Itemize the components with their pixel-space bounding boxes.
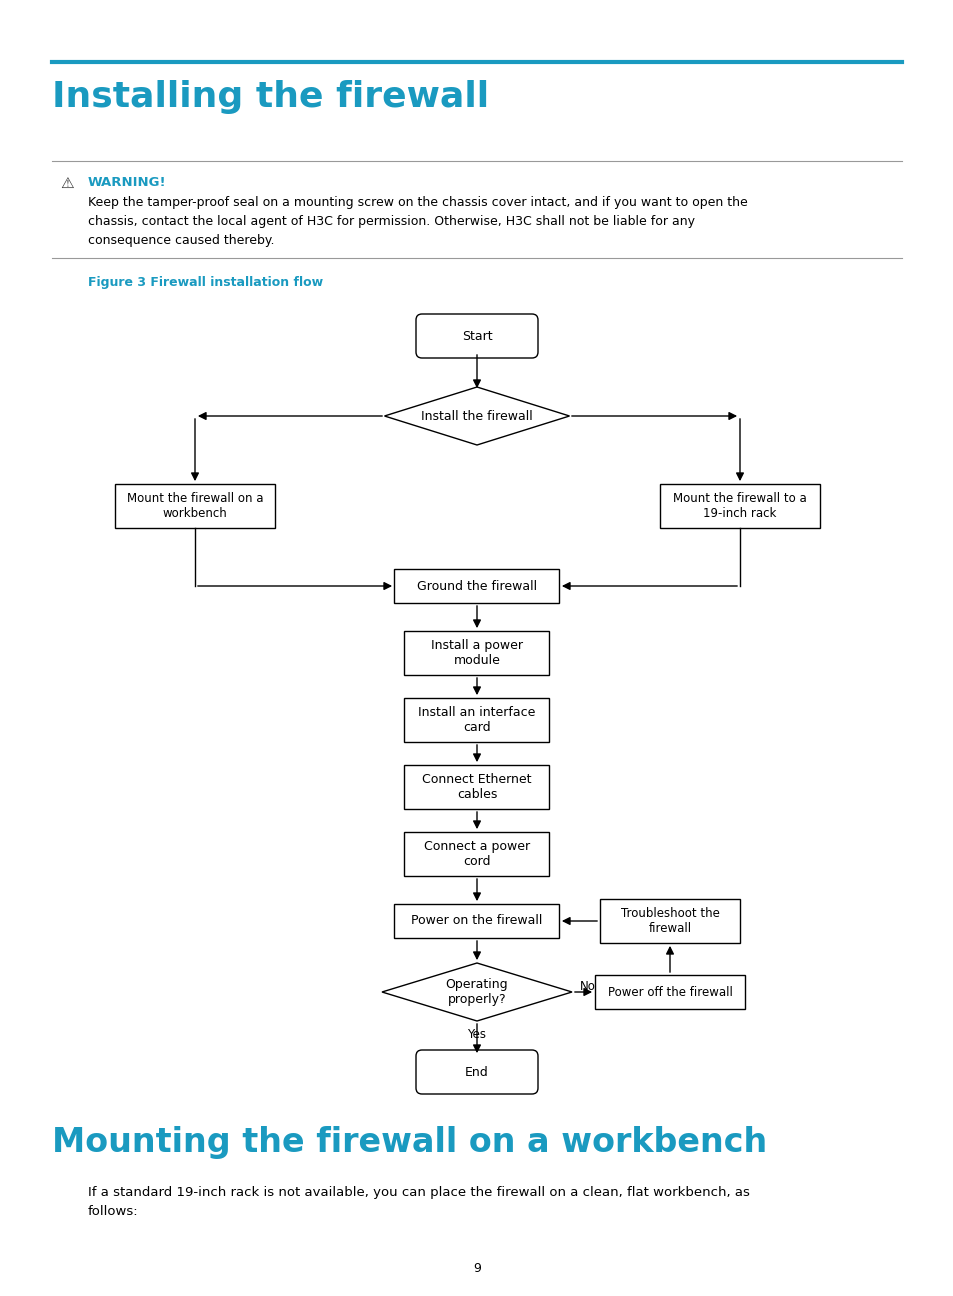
Text: Ground the firewall: Ground the firewall (416, 579, 537, 592)
Text: Figure 3 Firewall installation flow: Figure 3 Firewall installation flow (88, 276, 323, 289)
Text: Connect a power
cord: Connect a power cord (423, 840, 530, 868)
FancyBboxPatch shape (404, 832, 549, 876)
Text: Install an interface
card: Install an interface card (417, 706, 536, 734)
Text: End: End (465, 1065, 488, 1078)
Text: Connect Ethernet
cables: Connect Ethernet cables (422, 772, 531, 801)
Text: Power off the firewall: Power off the firewall (607, 985, 732, 998)
Text: Mounting the firewall on a workbench: Mounting the firewall on a workbench (52, 1126, 766, 1159)
Text: Start: Start (461, 329, 492, 342)
FancyBboxPatch shape (659, 483, 820, 527)
Text: Install a power
module: Install a power module (431, 639, 522, 667)
FancyBboxPatch shape (416, 314, 537, 358)
Text: Operating
properly?: Operating properly? (445, 978, 508, 1006)
Text: Mount the firewall to a
19-inch rack: Mount the firewall to a 19-inch rack (673, 492, 806, 520)
FancyBboxPatch shape (404, 631, 549, 675)
Text: Troubleshoot the
firewall: Troubleshoot the firewall (619, 907, 719, 934)
Text: Mount the firewall on a
workbench: Mount the firewall on a workbench (127, 492, 263, 520)
FancyBboxPatch shape (416, 1050, 537, 1094)
Text: ⚠: ⚠ (60, 176, 73, 191)
Text: Installing the firewall: Installing the firewall (52, 80, 489, 114)
Polygon shape (381, 963, 572, 1021)
Text: No: No (579, 981, 596, 994)
FancyBboxPatch shape (595, 975, 744, 1010)
FancyBboxPatch shape (395, 569, 558, 603)
Text: Keep the tamper-proof seal on a mounting screw on the chassis cover intact, and : Keep the tamper-proof seal on a mounting… (88, 196, 747, 248)
Text: WARNING!: WARNING! (88, 176, 167, 189)
Text: Install the firewall: Install the firewall (420, 410, 533, 422)
Text: If a standard 19-inch rack is not available, you can place the firewall on a cle: If a standard 19-inch rack is not availa… (88, 1186, 749, 1218)
Text: Power on the firewall: Power on the firewall (411, 915, 542, 928)
Text: 9: 9 (473, 1261, 480, 1274)
Text: Yes: Yes (467, 1028, 486, 1041)
FancyBboxPatch shape (404, 765, 549, 809)
FancyBboxPatch shape (395, 905, 558, 938)
FancyBboxPatch shape (115, 483, 274, 527)
Polygon shape (384, 388, 569, 445)
FancyBboxPatch shape (404, 699, 549, 743)
FancyBboxPatch shape (599, 899, 740, 943)
